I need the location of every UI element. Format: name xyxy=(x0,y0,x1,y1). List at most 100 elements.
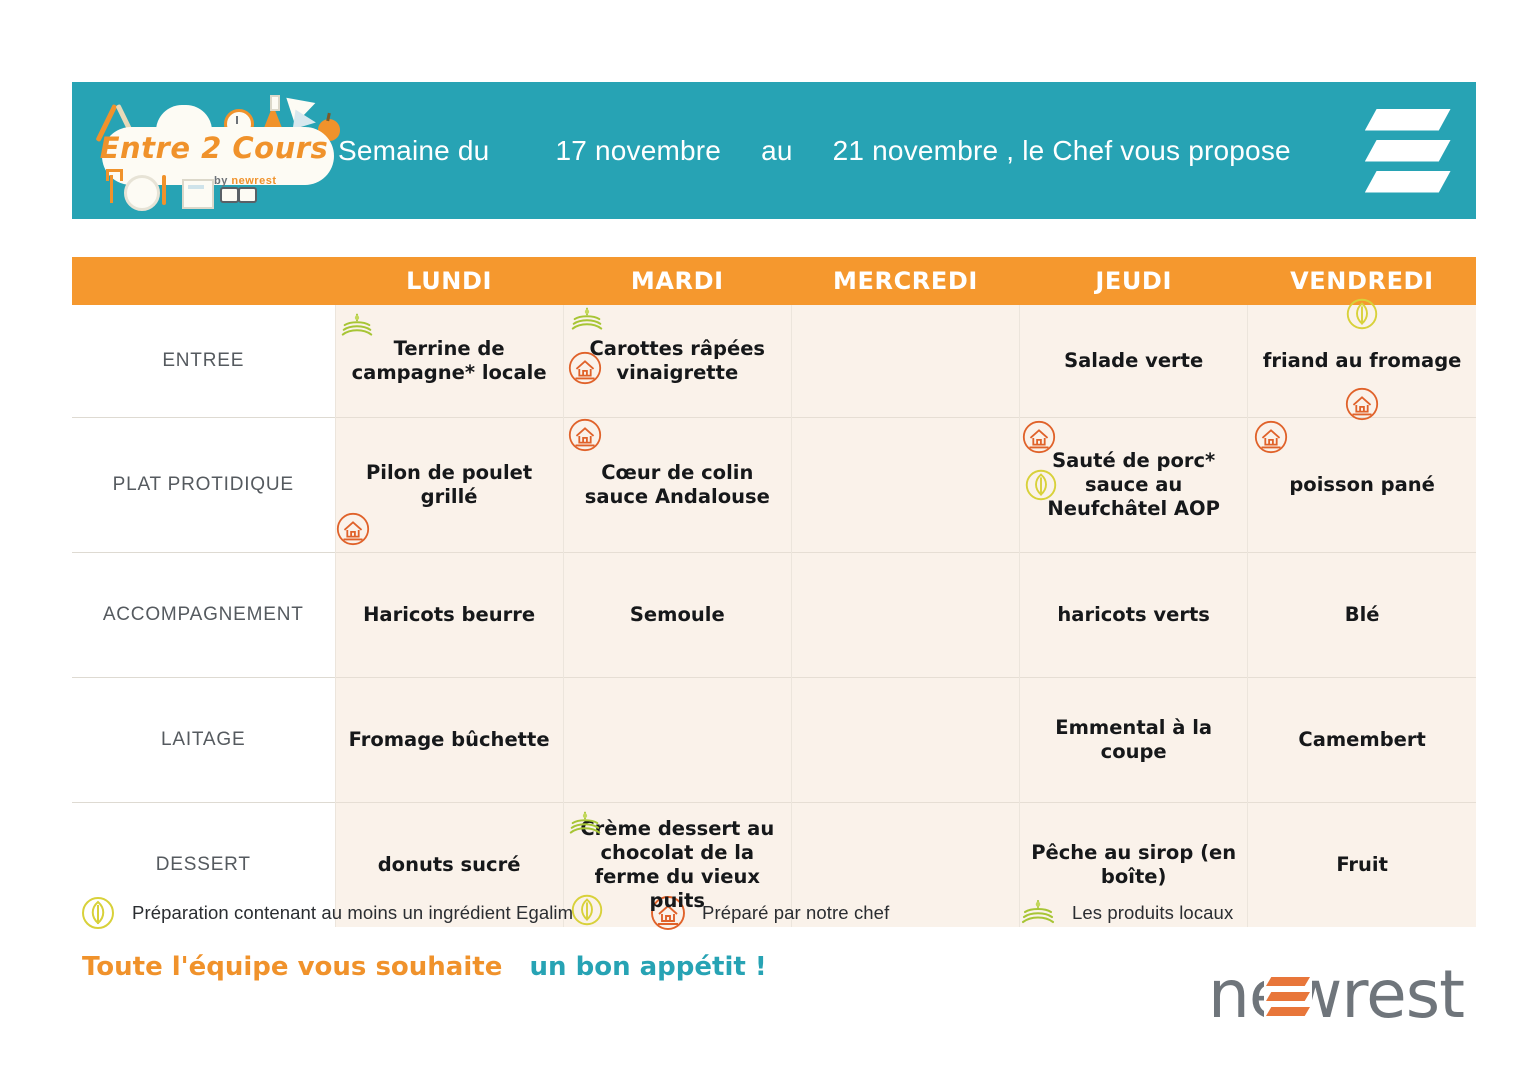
local-icon xyxy=(1018,893,1058,933)
menu-item-text: Camembert xyxy=(1298,728,1426,752)
book-icon xyxy=(182,178,214,209)
menu-cell-entree-vendredi: friand au fromage xyxy=(1247,298,1476,421)
tagline-orange: Toute l'équipe vous souhaite xyxy=(82,952,503,982)
menu-cell-laitage-jeudi: Emmental à la coupe xyxy=(1019,677,1248,803)
table-header: LUNDI MARDI MERCREDI JEUDI VENDREDI xyxy=(72,257,1476,305)
row-label-accompagnement: ACCOMPAGNEMENT xyxy=(72,552,335,678)
menu-item-text: Cœur de colin sauce Andalouse xyxy=(584,461,770,508)
newrest-e-bars-icon xyxy=(1266,977,1310,1017)
menu-cell-accomp-mardi: Semoule xyxy=(562,552,792,678)
menu-cell-plat-lundi: Pilon de poulet grillé xyxy=(334,417,564,553)
newrest-e-mark-icon xyxy=(1301,108,1451,193)
legend-item-egalim: Préparation contenant au moins un ingréd… xyxy=(78,893,638,933)
legend: Préparation contenant au moins un ingréd… xyxy=(78,893,1428,933)
mark-bar-middle xyxy=(1364,139,1451,162)
day-header-vendredi: VENDREDI xyxy=(1247,257,1476,305)
menu-cell-entree-jeudi: Salade verte xyxy=(1019,305,1248,418)
menu-item-text: poisson pané xyxy=(1289,473,1435,497)
e-bar-middle xyxy=(1266,992,1310,1001)
header-banner: Entre 2 Cours by newrest Semaine du 17 n… xyxy=(72,82,1476,219)
logo-byline-pre: by xyxy=(214,174,228,187)
menu-cell-accomp-mercredi xyxy=(790,552,1020,678)
menu-item-text: Pêche au sirop (en boîte) xyxy=(1031,841,1237,888)
table-body: ENTREE Terrine de campagne* locale xyxy=(72,298,1476,927)
menu-cell-laitage-mardi xyxy=(562,677,792,803)
table-row-accompagnement: ACCOMPAGNEMENT Haricots beurre Semoule h… xyxy=(72,552,1476,678)
logo-title: Entre 2 Cours xyxy=(99,130,329,165)
legend-label-local: Les produits locaux xyxy=(1072,902,1234,923)
menu-item-text: Salade verte xyxy=(1064,349,1204,373)
legend-label-egalim: Préparation contenant au moins un ingréd… xyxy=(132,902,574,923)
glasses-right-icon xyxy=(238,186,257,203)
semaine-label: Semaine du xyxy=(338,134,490,166)
menu-cell-entree-mardi: Carottes râpées vinaigrette xyxy=(562,305,792,418)
menu-item-text: Pilon de poulet grillé xyxy=(366,461,533,508)
menu-item-text: Blé xyxy=(1344,603,1380,627)
corner-cell xyxy=(72,257,335,305)
date-start: 17 novembre xyxy=(555,134,722,166)
table-row-entree: ENTREE Terrine de campagne* locale xyxy=(72,298,1476,421)
row-label-plat-protidique: PLAT PROTIDIQUE xyxy=(72,417,335,553)
menu-item-text: Emmental à la coupe xyxy=(1055,716,1213,763)
menu-cell-dessert-lundi: donuts sucré xyxy=(334,802,564,927)
menu-cell-accomp-lundi: Haricots beurre xyxy=(334,552,564,678)
menu-cell-entree-lundi: Terrine de campagne* locale xyxy=(334,305,564,418)
knife-icon xyxy=(162,174,166,205)
row-label-dessert: DESSERT xyxy=(72,802,335,927)
au-label: au xyxy=(761,134,793,166)
menu-item-text: Fruit xyxy=(1336,853,1388,877)
menu-cell-entree-mercredi xyxy=(790,305,1020,418)
row-label-entree: ENTREE xyxy=(72,305,335,418)
egalim-icon xyxy=(78,893,118,933)
entre-2-cours-logo: Entre 2 Cours by newrest xyxy=(94,87,342,215)
footer-tagline: Toute l'équipe vous souhaite un bon appé… xyxy=(82,952,767,982)
menu-cell-laitage-mercredi xyxy=(790,677,1020,803)
chef-icon xyxy=(334,510,372,548)
menu-cell-plat-vendredi: poisson pané xyxy=(1247,417,1476,553)
menu-cell-accomp-vendredi: Blé xyxy=(1247,552,1476,678)
row-label-laitage: LAITAGE xyxy=(72,677,335,803)
table-row-dessert: DESSERT donuts sucré xyxy=(72,802,1476,927)
date-end: 21 novembre , le Chef vous propose xyxy=(832,134,1291,166)
chef-icon xyxy=(566,416,604,454)
logo-byline-brand: newrest xyxy=(231,174,277,187)
menu-cell-dessert-jeudi: Pêche au sirop (en boîte) xyxy=(1019,802,1248,927)
legend-item-chef: Préparé par notre chef xyxy=(648,893,1018,933)
menu-item-text: donuts sucré xyxy=(377,853,521,877)
mark-bar-bottom xyxy=(1364,170,1451,193)
banner-title: Semaine du 17 novembre au 21 novembre , … xyxy=(338,135,1301,167)
menu-cell-laitage-lundi: Fromage bûchette xyxy=(334,677,564,803)
chef-icon xyxy=(648,893,688,933)
day-header-jeudi: JEUDI xyxy=(1019,257,1248,305)
menu-cell-dessert-mercredi xyxy=(790,802,1020,927)
menu-item-text: Haricots beurre xyxy=(363,603,536,627)
menu-cell-dessert-vendredi: Fruit xyxy=(1247,802,1476,927)
glasses-left-icon xyxy=(220,186,239,203)
menu-item-text: friand au fromage xyxy=(1262,349,1462,373)
local-icon xyxy=(568,301,606,339)
menu-item-text: Terrine de campagne* locale xyxy=(351,337,547,384)
chef-icon xyxy=(1252,418,1290,456)
menu-item-text: Crème dessert au chocolat de la ferme du… xyxy=(580,817,775,912)
menu-item-text: Sauté de porc* sauce au Neufchâtel AOP xyxy=(1047,449,1220,520)
menu-cell-dessert-mardi: Crème dessert au chocolat de la ferme du… xyxy=(562,802,792,927)
menu-cell-plat-mardi: Cœur de colin sauce Andalouse xyxy=(562,416,792,553)
newrest-logo: newrest xyxy=(1208,955,1470,1035)
weekly-menu-table: LUNDI MARDI MERCREDI JEUDI VENDREDI ENTR… xyxy=(72,257,1476,927)
mark-bar-top xyxy=(1364,108,1451,131)
menu-item-text: haricots verts xyxy=(1057,603,1210,627)
fork-icon xyxy=(106,168,123,203)
menu-cell-plat-mercredi xyxy=(790,417,1020,553)
menu-cell-plat-jeudi: Sauté de porc* sauce au Neufchâtel AOP xyxy=(1019,417,1248,553)
day-header-mardi: MARDI xyxy=(563,257,792,305)
tagline-teal: un bon appétit ! xyxy=(529,952,767,982)
menu-cell-laitage-vendredi: Camembert xyxy=(1247,677,1476,803)
day-header-row: LUNDI MARDI MERCREDI JEUDI VENDREDI xyxy=(72,257,1476,305)
menu-cell-accomp-jeudi: haricots verts xyxy=(1019,552,1248,678)
legend-label-chef: Préparé par notre chef xyxy=(702,902,890,923)
menu-item-text: Semoule xyxy=(629,603,725,627)
menu-item-text: Carottes râpées vinaigrette xyxy=(589,337,766,384)
table-row-laitage: LAITAGE Fromage bûchette Emmental à la c… xyxy=(72,677,1476,803)
e-bar-top xyxy=(1266,977,1310,986)
flask-icon xyxy=(262,94,284,133)
